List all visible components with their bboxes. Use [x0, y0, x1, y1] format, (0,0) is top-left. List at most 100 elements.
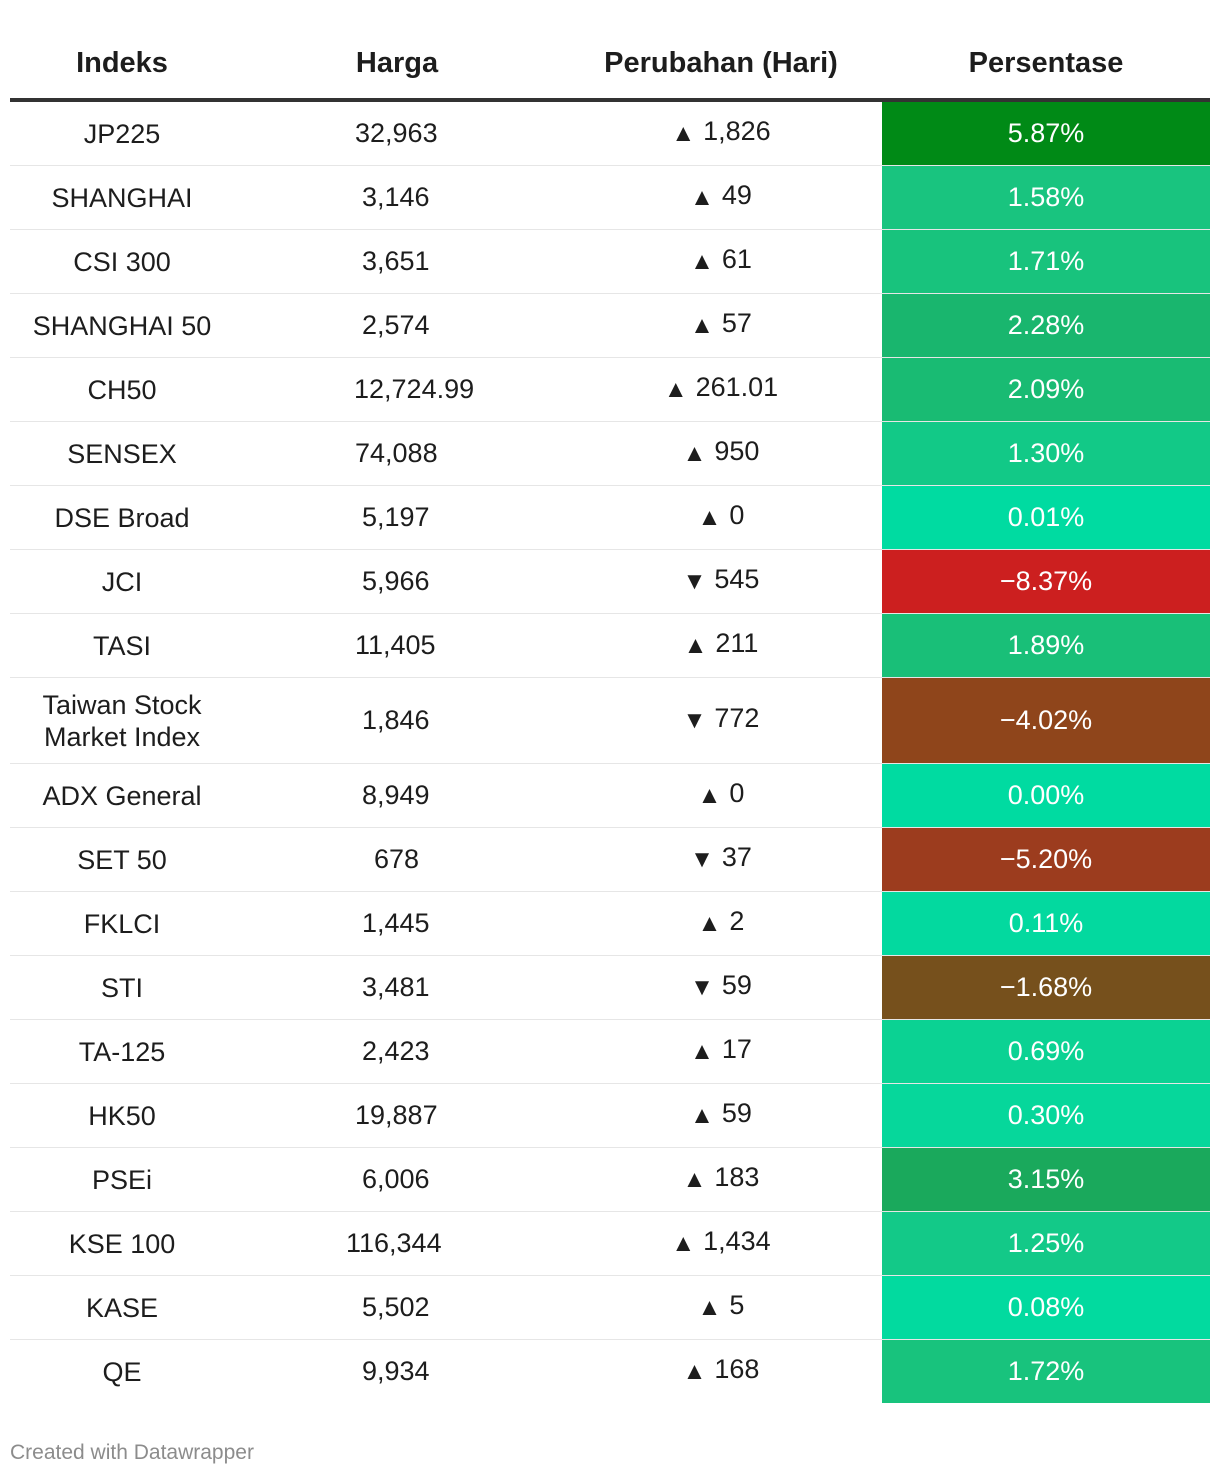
change-value: 17 [721, 1034, 752, 1064]
percentage-cell: 3.15% [882, 1147, 1210, 1212]
header-persentase[interactable]: Persentase [882, 28, 1210, 102]
change-value: 2 [729, 906, 745, 936]
triangle-up-icon: ▲ [682, 1166, 707, 1193]
percentage-cell: 1.72% [882, 1339, 1210, 1403]
percentage-cell: 5.87% [882, 100, 1210, 166]
header-harga[interactable]: Harga [234, 28, 560, 102]
index-name-cell: JCI [10, 549, 234, 614]
table-header: Indeks Harga Perubahan (Hari) Persentase [10, 28, 1210, 102]
price-cell: 2,423 [234, 1019, 560, 1084]
index-name-cell: JP225 [10, 100, 234, 166]
price-cell: 5,197 [234, 485, 560, 550]
change-value: 168 [714, 1354, 760, 1384]
change-cell: ▼ 772 [560, 677, 882, 764]
price-cell: 9,934 [362, 1356, 430, 1386]
change-cell: ▲ 950 [560, 421, 882, 486]
price-cell: 1,445 [234, 891, 560, 956]
percentage-cell: 0.69% [882, 1019, 1210, 1084]
change-cell: ▲ 211 [560, 613, 882, 678]
table-row: KSE 100 116,344 ▲ 1,434 1.25% [10, 1211, 1210, 1276]
index-name-cell: HK50 [10, 1083, 234, 1148]
triangle-up-icon: ▲ [690, 1102, 714, 1129]
percentage-cell: 2.28% [882, 293, 1210, 358]
table-row: SHANGHAI 50 2,574 ▲ 57 2.28% [10, 293, 1210, 358]
triangle-up-icon: ▲ [682, 1358, 707, 1385]
change-value: 183 [714, 1162, 760, 1192]
table-row: TA-125 2,423 ▲ 17 0.69% [10, 1019, 1210, 1084]
percentage-cell: −8.37% [882, 549, 1210, 614]
price-cell: 3,146 [234, 165, 560, 230]
change-cell: ▲ 0 [560, 763, 882, 828]
index-name-cell: ADX General [10, 763, 234, 828]
table-row: Taiwan Stock Market Index 1,846 ▼ 772 −4.02% [10, 677, 1210, 764]
percentage-cell: 1.71% [882, 229, 1210, 294]
price-cell: 678 [234, 827, 560, 892]
change-value: 772 [714, 703, 760, 733]
triangle-up-icon: ▲ [697, 782, 722, 809]
price-cell: 3,651 [234, 229, 560, 294]
change-cell: ▲ 57 [560, 293, 882, 358]
index-name-cell: Taiwan Stock Market Index [10, 677, 234, 764]
index-name-cell: STI [10, 955, 234, 1020]
percentage-cell: 0.00% [882, 763, 1210, 828]
change-value: 59 [721, 970, 752, 1000]
table-row: CSI 300 3,651 ▲ 61 1.71% [10, 229, 1210, 294]
index-name-cell: SHANGHAI [10, 165, 234, 230]
change-value: 59 [721, 1098, 752, 1128]
change-value: 261.01 [695, 372, 779, 402]
price-cell: 32,963 [234, 100, 560, 166]
change-value: 1,826 [703, 116, 771, 146]
table-row: PSEi 6,006 ▲ 183 3.15% [10, 1147, 1210, 1212]
table-row: JP225 32,963 ▲ 1,826 5.87% [10, 100, 1210, 166]
table-row: HK50 19,887 ▲ 59 0.30% [10, 1083, 1210, 1148]
price-cell: 1,846 [234, 677, 560, 764]
percentage-cell: 0.08% [882, 1275, 1210, 1340]
index-name-cell: SET 50 [10, 827, 234, 892]
change-value: 545 [714, 564, 760, 594]
index-name-cell: SHANGHAI 50 [10, 293, 234, 358]
change-value: 49 [721, 180, 752, 210]
triangle-up-icon: ▲ [697, 1294, 722, 1321]
price-cell: 12,724.99 [234, 357, 560, 422]
table-row: CH50 12,724.99 ▲ 261.01 2.09% [10, 357, 1210, 422]
table-row: SHANGHAI 3,146 ▲ 49 1.58% [10, 165, 1210, 230]
percentage-cell: −5.20% [882, 827, 1210, 892]
triangle-up-icon: ▲ [671, 1230, 696, 1257]
table-row: TASI 11,405 ▲ 211 1.89% [10, 613, 1210, 678]
change-cell: ▲ 17 [560, 1019, 882, 1084]
triangle-up-icon: ▲ [683, 632, 708, 659]
change-value: 57 [721, 308, 752, 338]
change-cell: ▲ 1,434 [560, 1211, 882, 1276]
change-value: 5 [729, 1290, 745, 1320]
index-table: Indeks Harga Perubahan (Hari) Persentase… [10, 28, 1210, 1403]
change-value: 1,434 [703, 1226, 771, 1256]
index-name-cell: KSE 100 [10, 1211, 234, 1276]
index-name-cell: PSEi [10, 1147, 234, 1212]
index-name-cell: DSE Broad [10, 485, 234, 550]
triangle-up-icon: ▲ [697, 910, 722, 937]
price-cell: 8,949 [234, 763, 560, 828]
price-cell: 5,966 [234, 549, 560, 614]
table-row: JCI 5,966 ▼ 545 −8.37% [10, 549, 1210, 614]
change-cell: ▲ 261.01 [560, 357, 882, 422]
change-cell: ▲ 59 [560, 1083, 882, 1148]
table-body: JP225 32,963 ▲ 1,826 5.87% SHANGHAI 3,146 ▲ 49 1.… [10, 100, 1210, 1403]
header-indeks[interactable]: Indeks [10, 28, 234, 102]
change-value: 0 [729, 778, 745, 808]
percentage-cell: 1.30% [882, 421, 1210, 486]
percentage-cell: −1.68% [882, 955, 1210, 1020]
percentage-cell: 1.89% [882, 613, 1210, 678]
header-perubahan[interactable]: Perubahan (Hari) [560, 28, 882, 102]
percentage-cell: 1.25% [882, 1211, 1210, 1276]
index-name-cell: CH50 [10, 357, 234, 422]
index-name-cell: TA-125 [10, 1019, 234, 1084]
index-name-cell: CSI 300 [10, 229, 234, 294]
change-cell: ▲ 1,826 [560, 100, 882, 166]
change-cell: ▲ 0 [560, 485, 882, 550]
change-cell: ▲ 183 [560, 1147, 882, 1212]
table-row: DSE Broad 5,197 ▲ 0 0.01% [10, 485, 1210, 550]
price-cell: 116,344 [234, 1211, 560, 1276]
datawrapper-credit: Created with Datawrapper [10, 1441, 254, 1464]
price-cell: 6,006 [234, 1147, 560, 1212]
triangle-up-icon: ▲ [690, 1038, 714, 1065]
